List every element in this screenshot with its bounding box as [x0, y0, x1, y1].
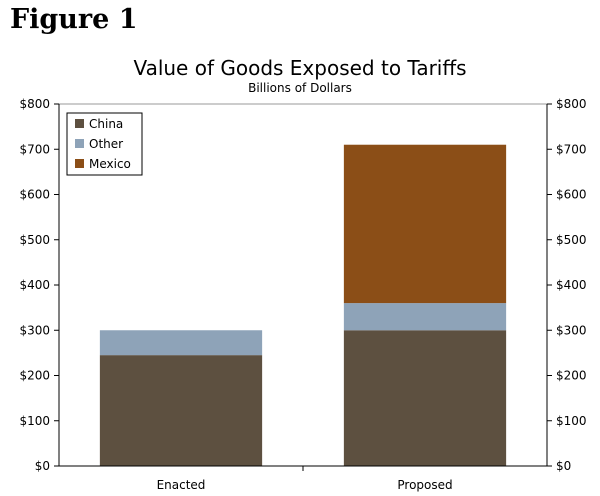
y-tick-label-right: $800	[556, 97, 587, 111]
bar-mexico-proposed	[343, 144, 507, 304]
bar-china-proposed	[343, 330, 507, 466]
y-tick-label-right: $200	[556, 369, 587, 383]
y-tick-label-right: $0	[556, 459, 571, 473]
y-tick-label-right: $600	[556, 188, 587, 202]
y-tick-label-right: $500	[556, 233, 587, 247]
legend: China Other Mexico	[66, 112, 143, 176]
legend-swatch-mexico	[75, 159, 84, 168]
x-tick-label: Proposed	[397, 478, 452, 492]
chart-subtitle: Billions of Dollars	[248, 81, 352, 95]
y-tick-label-right: $300	[556, 323, 587, 337]
y-tick-label-right: $400	[556, 278, 587, 292]
y-tick-label-left: $0	[35, 459, 50, 473]
bar-china-enacted	[99, 355, 263, 466]
y-tick-label-left: $500	[19, 233, 50, 247]
axes-group: $0 $0 $100 $100 $200 $200 $300 $300 $400 $400 $500…	[19, 97, 586, 492]
bars-group	[99, 144, 507, 466]
y-tick-label-left: $300	[19, 323, 50, 337]
legend-label-mexico: Mexico	[89, 157, 131, 171]
bar-other-proposed	[343, 303, 507, 331]
y-tick-label-right: $100	[556, 414, 587, 428]
legend-swatch-china	[75, 119, 84, 128]
chart-title: Value of Goods Exposed to Tariffs	[133, 56, 467, 80]
y-tick-label-right: $700	[556, 142, 587, 156]
y-tick-label-left: $100	[19, 414, 50, 428]
y-tick-label-left: $600	[19, 188, 50, 202]
y-tick-label-left: $700	[19, 142, 50, 156]
legend-swatch-other	[75, 139, 84, 148]
y-tick-label-left: $400	[19, 278, 50, 292]
x-tick-label: Enacted	[157, 478, 206, 492]
legend-label-china: China	[89, 117, 123, 131]
y-tick-label-left: $800	[19, 97, 50, 111]
figure-label: Figure 1	[10, 4, 138, 35]
legend-label-other: Other	[89, 137, 123, 151]
y-tick-label-left: $200	[19, 369, 50, 383]
bar-other-enacted	[99, 330, 263, 356]
